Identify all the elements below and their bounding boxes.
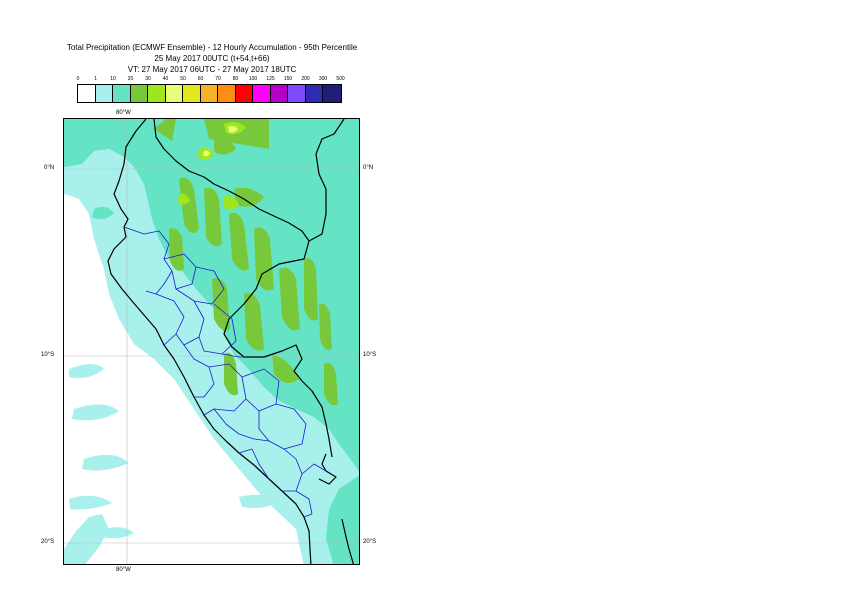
legend-swatch xyxy=(323,85,341,102)
legend-tick-label: 500 xyxy=(336,76,345,82)
legend-swatch xyxy=(183,85,201,102)
precip-40-50mm xyxy=(203,125,238,157)
lat-label-right-0: 0°N xyxy=(363,165,374,171)
legend-tick-label: 0 xyxy=(76,76,80,82)
legend-tick-label: 80 xyxy=(232,76,239,82)
legend-tick-label: 20 xyxy=(127,76,134,82)
legend-swatch xyxy=(270,85,288,102)
legend-tick-label: 100 xyxy=(248,76,258,82)
lat-label-left-10s: 10°S xyxy=(41,352,55,358)
map-canvas xyxy=(64,119,359,564)
valid-time: VT: 27 May 2017 06UTC - 27 May 2017 18UT… xyxy=(127,65,297,74)
lat-label-right-20s: 20°S xyxy=(363,539,377,545)
legend-tick-label: 40 xyxy=(162,76,169,82)
lon-label-top: 80°W xyxy=(116,110,131,116)
legend-tick-label: 60 xyxy=(197,76,204,82)
legend-swatch xyxy=(78,85,96,102)
precip-20-30mm xyxy=(154,119,338,406)
legend-swatch xyxy=(253,85,271,102)
lat-label-left-0: 0°N xyxy=(44,165,55,171)
legend-tick-label: 30 xyxy=(145,76,151,82)
regional-boundaries xyxy=(123,226,327,518)
graticule xyxy=(64,119,359,564)
legend-swatch xyxy=(218,85,236,102)
legend-tick-label: 70 xyxy=(215,76,221,82)
legend-tick-label: 300 xyxy=(318,76,328,82)
legend-swatch xyxy=(148,85,166,102)
lat-label-right-10s: 10°S xyxy=(363,352,377,358)
lat-label-left-20s: 20°S xyxy=(41,539,55,545)
base-time: 25 May 2017 00UTC (t+54,t+66) xyxy=(154,54,270,63)
legend-swatch xyxy=(288,85,306,102)
legend-swatch xyxy=(305,85,323,102)
legend-swatch xyxy=(200,85,218,102)
map-title: Total Precipitation (ECMWF Ensemble) - 1… xyxy=(66,43,358,52)
legend-tick-label: 10 xyxy=(110,76,116,82)
legend-swatch xyxy=(165,85,183,102)
legend-swatch xyxy=(235,85,253,102)
legend-swatch xyxy=(95,85,113,102)
legend-swatch xyxy=(130,85,148,102)
national-borders xyxy=(107,119,355,564)
legend-swatch xyxy=(113,85,131,102)
color-legend: 0 1 10 20 30 40 50 60 70 80 100 125 150 200 300 500 xyxy=(76,76,347,103)
precipitation-map xyxy=(63,118,360,565)
legend-tick-label: 150 xyxy=(283,76,293,82)
lon-label-bottom: 80°W xyxy=(116,567,131,573)
legend-tick-label: 1 xyxy=(94,76,97,82)
legend-tick-label: 125 xyxy=(266,76,275,82)
legend-tick-label: 200 xyxy=(301,76,310,82)
legend-color-bar xyxy=(77,84,342,103)
legend-tick-label: 50 xyxy=(180,76,186,82)
